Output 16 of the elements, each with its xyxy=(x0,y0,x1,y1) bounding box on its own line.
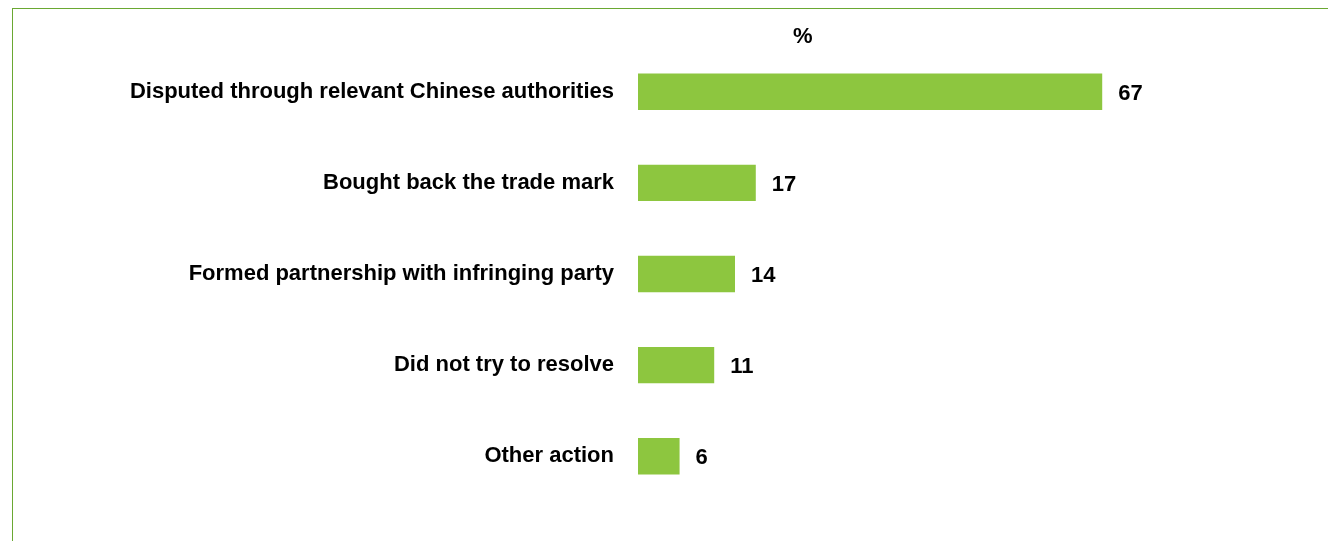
x-axis-title: % xyxy=(793,23,813,49)
bar xyxy=(638,164,756,202)
y-tick-label: Did not try to resolve xyxy=(393,351,614,377)
y-tick-label: Formed partnership with infringing party xyxy=(188,260,615,286)
bar xyxy=(638,346,715,384)
bar xyxy=(638,255,735,293)
bar xyxy=(638,438,680,475)
y-tick-label: Other action xyxy=(484,442,614,468)
data-label: 17 xyxy=(771,170,797,196)
data-label: 6 xyxy=(695,444,708,470)
data-label: 11 xyxy=(730,353,754,379)
y-tick-label: Disputed through relevant Chinese authorities xyxy=(129,77,614,103)
data-label: 14 xyxy=(751,262,777,288)
data-label: 67 xyxy=(1118,79,1143,105)
y-tick-label: Bought back the trade mark xyxy=(323,168,615,194)
bar xyxy=(638,73,1103,110)
